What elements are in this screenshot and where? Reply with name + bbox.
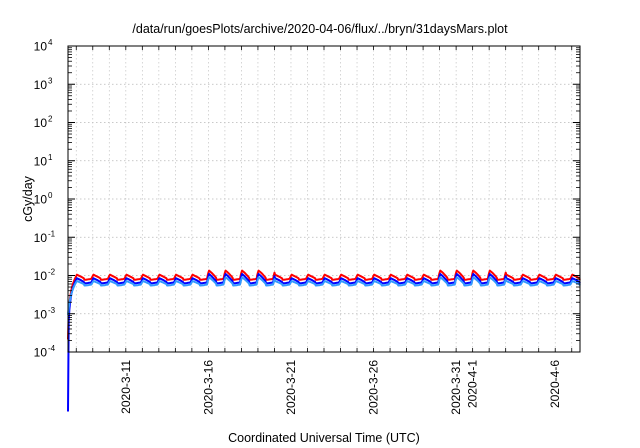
y-tick-exponent: 2 <box>48 115 53 124</box>
series-line-2 <box>67 276 581 315</box>
x-tick-label: 2020-3-31 <box>449 360 463 415</box>
x-axis-label: Coordinated Universal Time (UTC) <box>228 431 420 445</box>
y-tick-exponent: -3 <box>48 306 56 315</box>
x-tick-label: 2020-4-6 <box>548 360 562 408</box>
y-tick-label: 10 <box>34 346 48 360</box>
x-tick-label: 2020-3-11 <box>119 360 133 414</box>
series-group <box>67 269 581 412</box>
x-axis: 2020-3-11 2020-3-16 2020-3-21 2020-3-26 2020… <box>75 46 573 415</box>
y-axis-label: cGy/day <box>21 175 35 222</box>
x-tick-label: 2020-3-16 <box>201 360 215 415</box>
series-line-0 <box>67 269 581 340</box>
y-tick-label: 10 <box>34 269 48 283</box>
y-tick-exponent: 4 <box>48 38 53 47</box>
y-tick-exponent: -4 <box>48 344 56 353</box>
y-tick-label: 10 <box>34 231 48 245</box>
y-tick-label: 10 <box>34 40 48 54</box>
y-tick-exponent: 1 <box>48 153 53 162</box>
series-line-1 <box>67 273 581 412</box>
x-tick-label: 2020-3-21 <box>284 360 298 415</box>
y-tick-label: 10 <box>34 193 48 207</box>
y-tick-exponent: -2 <box>48 268 56 277</box>
y-tick-label: 10 <box>34 307 48 321</box>
x-tick-label: 2020-4-1 <box>466 360 480 408</box>
y-tick-label: 10 <box>34 78 48 92</box>
y-tick-exponent: 3 <box>48 76 53 85</box>
y-tick-exponent: 0 <box>48 191 53 200</box>
y-tick-label: 10 <box>34 154 48 168</box>
y-tick-exponent: -1 <box>48 229 56 238</box>
chart-title: /data/run/goesPlots/archive/2020-04-06/f… <box>132 22 508 36</box>
y-tick-label: 10 <box>34 116 48 130</box>
grid <box>68 46 580 352</box>
x-tick-label: 2020-3-26 <box>367 360 381 415</box>
